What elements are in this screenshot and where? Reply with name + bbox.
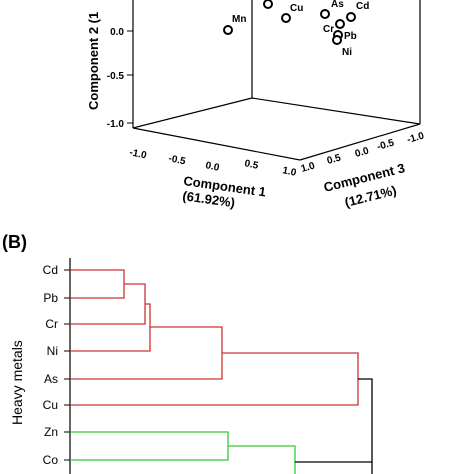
- component1-ticks: -1.0 -0.5 0.0 0.5 1.0: [128, 147, 297, 179]
- leaf-label-ni: Ni: [47, 344, 58, 358]
- pca-plot: 0.0 -0.5 -1.0 Component 2 (1 -1.0 -0.5 0…: [86, 0, 426, 210]
- link-root-vertical: [358, 378, 373, 474]
- x-tick-label: 0.0: [204, 160, 220, 174]
- leaf-labels: Cd Pb Cr Ni As Cu Zn Co: [43, 263, 59, 467]
- pca-edge: [251, 97, 421, 125]
- leaf-label-cu: Cu: [43, 398, 58, 412]
- pca-edge: [299, 123, 421, 161]
- y-tick-label: -0.5: [107, 71, 125, 82]
- x-tick-label: -0.5: [167, 153, 187, 167]
- point-label-cu: Cu: [290, 3, 303, 14]
- y-tick-label: 0.0: [110, 27, 124, 38]
- point-label-cd: Cd: [356, 1, 369, 12]
- z-tick-label: 1.0: [300, 160, 317, 175]
- link-cdpbcrni-as: [70, 326, 223, 380]
- leaf-label-co: Co: [43, 453, 59, 467]
- component3-ticks: 1.0 0.5 0.0 -0.5 -1.0: [300, 130, 426, 174]
- point-label-ni: Ni: [342, 47, 352, 58]
- leaf-label-cd: Cd: [43, 263, 58, 277]
- dendrogram-ylabel: Heavy metals: [9, 340, 25, 425]
- pca-edge: [132, 127, 301, 161]
- leaf-ticks: [64, 269, 70, 461]
- point-cd: [346, 12, 356, 22]
- link-cd-pb: [70, 269, 125, 299]
- point-label-pb: Pb: [344, 31, 357, 42]
- link-cdpb-cr: [70, 283, 146, 325]
- x-tick-label: 1.0: [281, 165, 297, 179]
- point-label-cr: Cr: [323, 24, 334, 35]
- point-mn: [223, 25, 233, 35]
- pca-edge: [132, 97, 253, 129]
- z-tick-label: -0.5: [376, 137, 396, 152]
- point-label-as: As: [331, 0, 344, 10]
- link-zn-co: [70, 431, 229, 461]
- z-tick-label: -1.0: [406, 130, 426, 145]
- panel-label-b: (B): [2, 232, 27, 252]
- leaf-label-as: As: [44, 372, 58, 386]
- point-cr: [335, 19, 345, 29]
- x-tick-label: -1.0: [128, 147, 148, 161]
- y-tick-label: -1.0: [107, 119, 125, 130]
- z-tick-label: 0.5: [326, 152, 343, 167]
- z-tick-label: 0.0: [354, 145, 371, 160]
- link-cdpbcr-ni: [70, 303, 151, 352]
- point-label-mn: Mn: [232, 14, 246, 25]
- component2-ticks: 0.0 -0.5 -1.0: [107, 27, 133, 130]
- link-znco-down: [228, 445, 296, 474]
- leaf-label-pb: Pb: [43, 291, 58, 305]
- pca-point-labels: Mn Cu As Cd Cr Pb Ni: [232, 0, 369, 58]
- pca-points: [223, 0, 356, 45]
- dendrogram-links: [70, 269, 373, 474]
- point-zn: [263, 0, 273, 9]
- leaf-label-zn: Zn: [44, 425, 58, 439]
- pca-box-edges: [132, 0, 421, 161]
- point-as: [320, 9, 330, 19]
- component1-variance: (61.92%): [182, 188, 236, 210]
- point-cu: [281, 13, 291, 23]
- point-ni: [332, 35, 342, 45]
- leaf-label-cr: Cr: [45, 317, 58, 331]
- component2-axis-label: Component 2 (1: [86, 12, 101, 110]
- x-tick-label: 0.5: [243, 158, 259, 172]
- dendrogram-plot: (B) Heavy metals Cd Pb Cr Ni As Cu Zn Co: [2, 232, 373, 474]
